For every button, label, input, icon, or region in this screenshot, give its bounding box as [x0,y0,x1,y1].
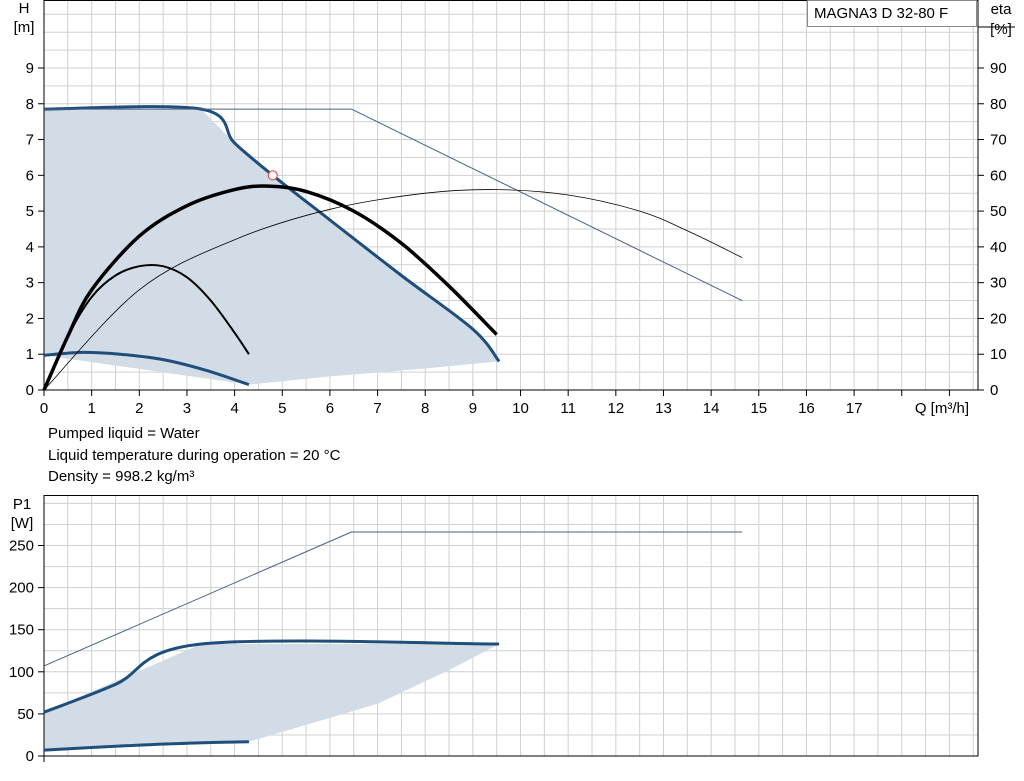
x-tick-label: 3 [183,400,191,417]
y2-tick-label: 60 [990,167,1007,184]
p1-min-curve [43,740,249,752]
head-efficiency-panel: 0123456789H[m]0102030405060708090eta[%]0… [14,0,1015,417]
y2-tick-label: 90 [990,60,1007,77]
y-axis-unit: [m] [14,19,35,36]
y-tick-label: 0 [26,382,34,399]
pump-model-title: MAGNA3 D 32-80 F [807,0,977,27]
y-tick-label: 100 [9,664,34,681]
x-tick-label: 0 [40,400,48,417]
y-tick-label: 8 [26,96,34,113]
eta-thick-curve [42,184,498,391]
plot-frame [43,495,979,757]
y-axis-label: P1 [13,496,31,513]
x-tick-label: 13 [655,400,672,417]
x-tick-label: 1 [87,400,95,417]
y2-tick-label: 30 [990,275,1007,292]
x-axis-label: Q [m³/h] [915,400,969,417]
liquid-temperature-text: Liquid temperature during operation = 20… [48,447,341,464]
p1-thin-curve [43,531,743,667]
plot-frame [43,0,979,391]
power-panel: 0 50 100 150 200 250 P1 [W] [9,495,979,765]
y-tick-label: 50 [17,706,34,723]
y-tick-label: 200 [9,580,34,597]
y-tick-label: 9 [26,60,34,77]
pumped-liquid-text: Pumped liquid = Water [48,425,200,442]
y2-axis-unit: [%] [990,21,1012,38]
y-tick-label: 3 [26,275,34,292]
x-tick-label: 15 [750,400,767,417]
density-text: Density = 998.2 kg/m³ [48,468,195,485]
y-tick-label: 0 [26,748,34,765]
y2-tick-label: 20 [990,310,1007,327]
x-tick-label: 10 [512,400,529,417]
x-tick-label: 8 [421,400,429,417]
x-tick-label: 12 [607,400,624,417]
y2-tick-label: 40 [990,239,1007,256]
p1-max-curve [43,639,500,714]
x-tick-label: 14 [703,400,720,417]
head-max-curve [43,105,501,363]
duty-point-marker [267,170,278,181]
operating-area [44,644,500,751]
x-tick-label: 6 [326,400,334,417]
y-tick-label: 7 [26,132,34,149]
eta-min-curve [43,263,250,391]
y-tick-label: 1 [26,346,34,363]
head-thin-curve [44,108,743,302]
x-tick-label: 11 [560,400,576,417]
y2-axis-label: eta [991,1,1013,18]
x-tick-label: 7 [373,400,381,417]
x-tick-label: 9 [469,400,477,417]
y-tick-label: 6 [26,167,34,184]
y2-tick-label: 10 [990,346,1007,363]
y2-tick-label: 80 [990,96,1007,113]
head-min-curve [43,350,250,387]
x-tick-label: 2 [135,400,143,417]
y2-tick-label: 0 [990,382,998,399]
x-tick-label: 17 [846,400,863,417]
y2-tick-label: 70 [990,132,1007,149]
eta-max-curve [43,189,743,391]
x-tick-label: 16 [798,400,815,417]
x-tick-label: 4 [230,400,238,417]
y-tick-label: 2 [26,310,34,327]
y-tick-label: 4 [26,239,34,256]
y2-tick-label: 50 [990,203,1007,220]
operating-area [44,109,500,385]
y-axis-unit: [W] [11,515,34,532]
y-tick-label: 150 [9,622,34,639]
x-tick-label: 5 [278,400,286,417]
y-axis-label: H [19,0,30,17]
y-tick-label: 5 [26,203,34,220]
y-tick-label: 250 [9,538,34,555]
